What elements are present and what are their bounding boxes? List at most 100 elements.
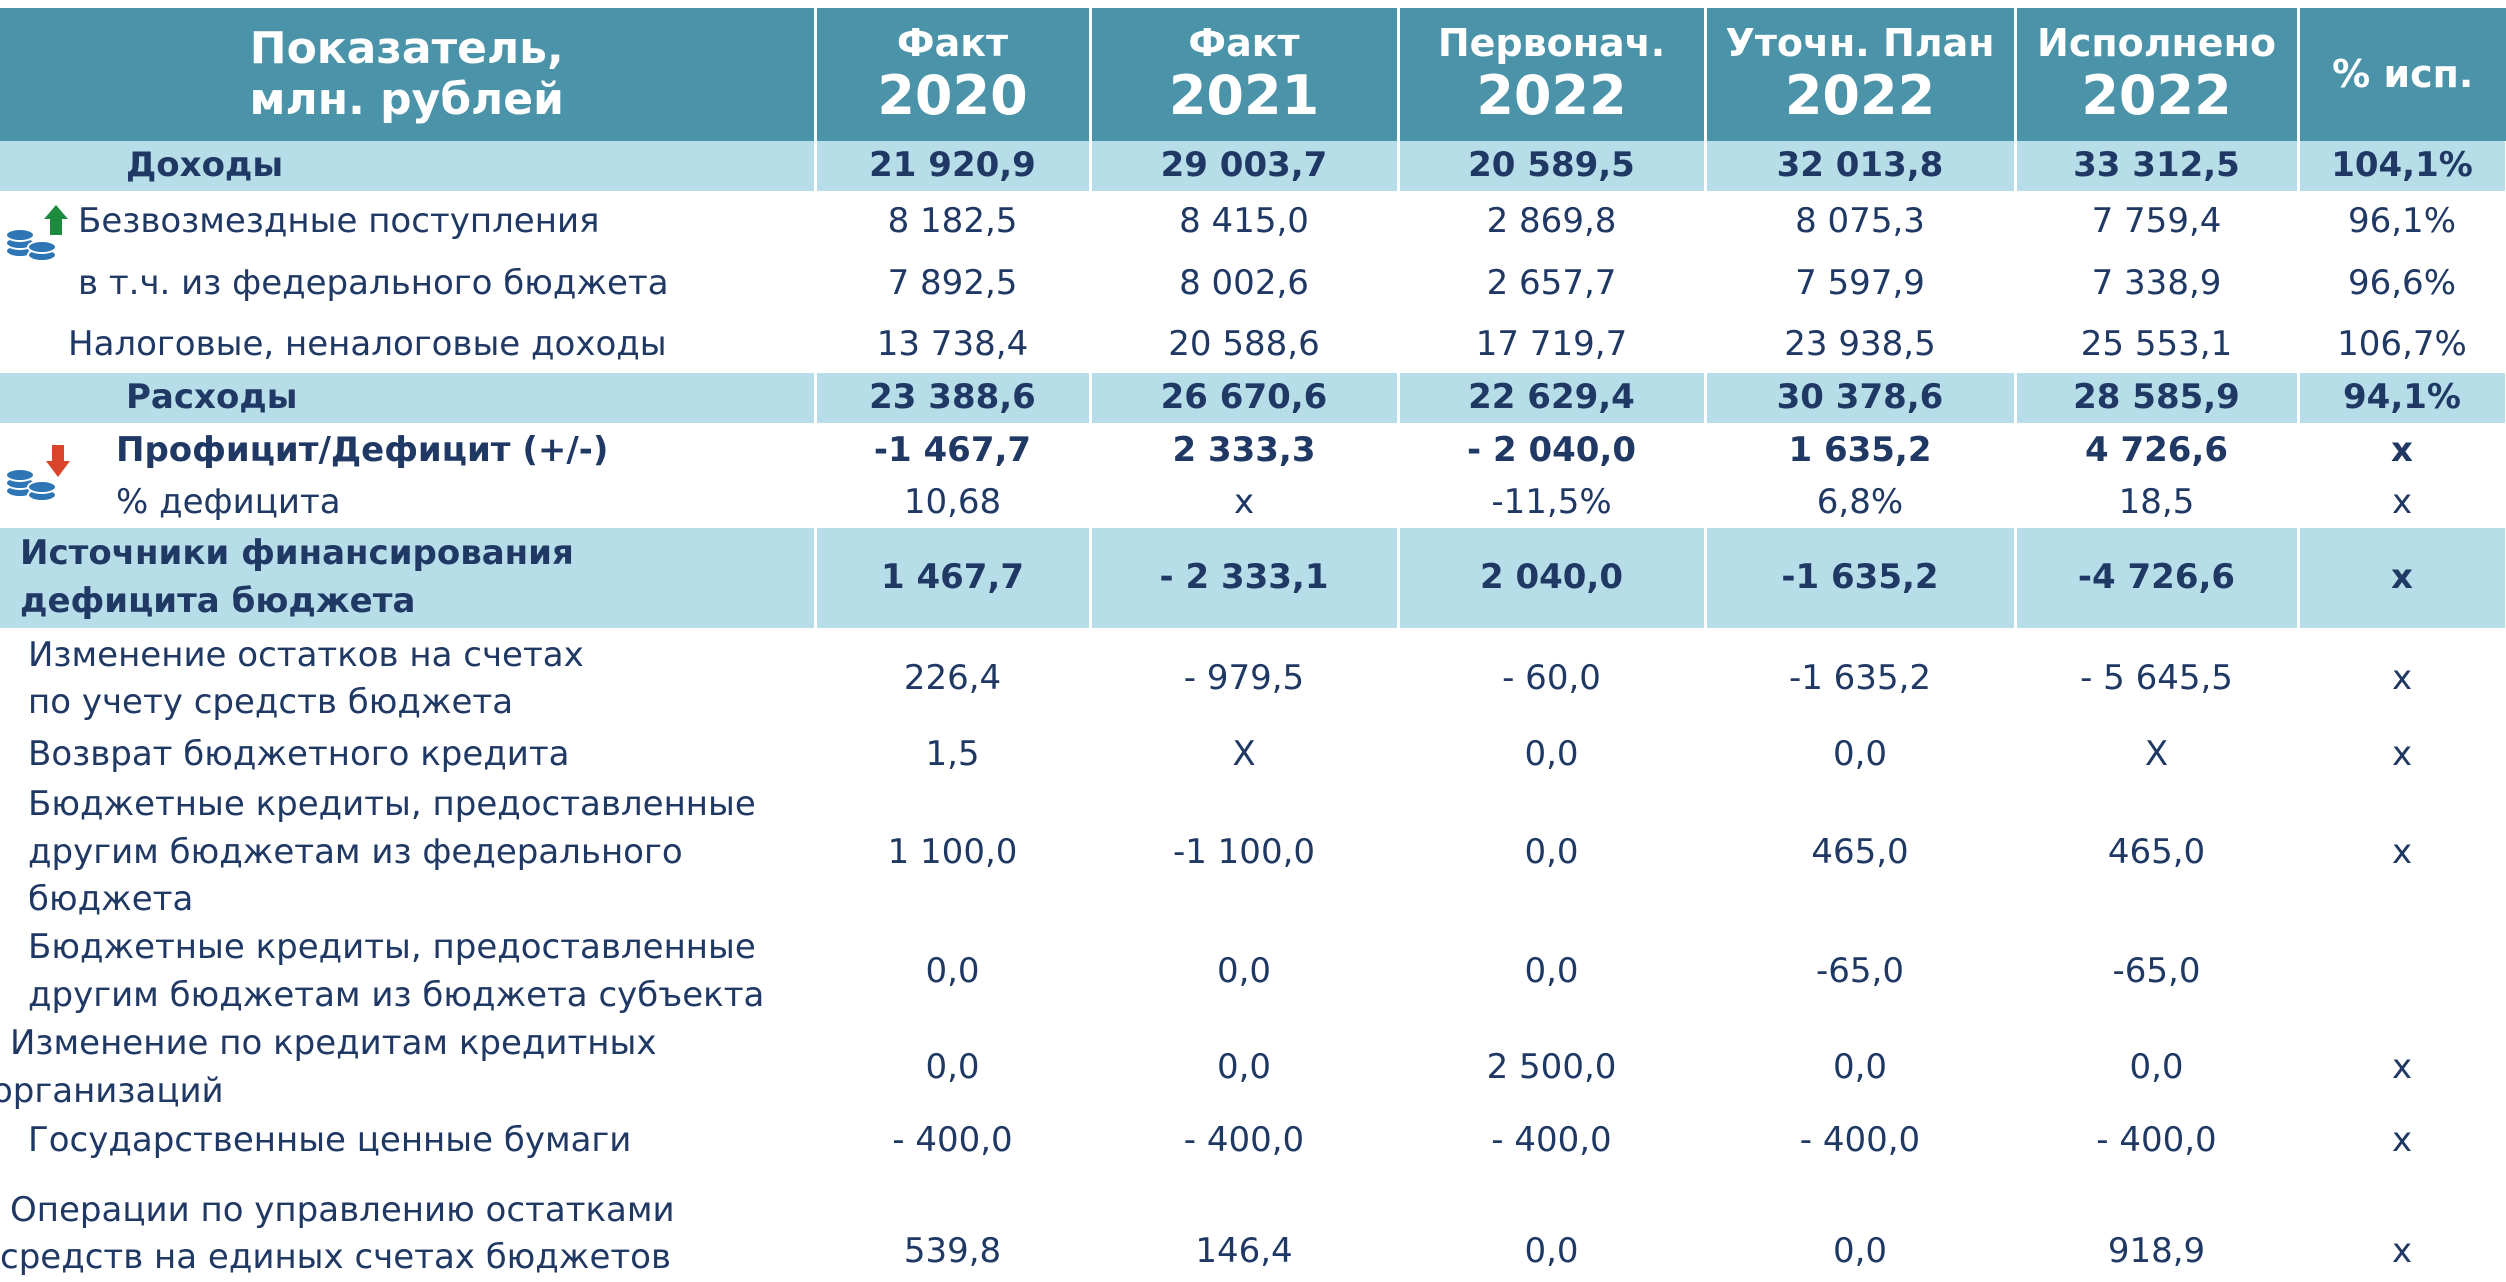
value: 23 388,6 [869, 377, 1036, 417]
value: -1 635,2 [1789, 658, 1931, 698]
label-line: Налоговые, неналоговые доходы [68, 324, 667, 364]
value: 1 467,7 [881, 557, 1024, 597]
table-row: Государственные ценные бумаги - 400,0 - 40… [0, 1116, 2506, 1167]
value-cell: 2 500,0 [1398, 1020, 1705, 1116]
value-cell: - 2 040,0 [1398, 424, 1705, 477]
value-cell: 25 553,1 [2015, 317, 2298, 373]
value: 2 869,8 [1487, 201, 1617, 241]
value: - 2 040,0 [1467, 430, 1636, 470]
value: - 400,0 [2096, 1120, 2216, 1160]
value: 1 635,2 [1788, 430, 1931, 470]
value-cell: 1 635,2 [1705, 424, 2015, 477]
value: 25 553,1 [2081, 324, 2232, 364]
value-cell: 0,0 [815, 924, 1090, 1020]
value-cell: x [2298, 1167, 2506, 1282]
value-cell: 23 388,6 [815, 373, 1090, 424]
value-cell: 13 738,4 [815, 317, 1090, 373]
label-line: Изменение остатков на счетах [28, 635, 584, 675]
value-cell: x [2298, 528, 2506, 629]
value: 7 892,5 [888, 263, 1018, 303]
value-cell: x [2298, 477, 2506, 528]
value: 0,0 [1217, 1047, 1271, 1087]
value: 104,1% [2331, 145, 2473, 185]
row-label: в т.ч. из федерального бюджета [0, 251, 815, 317]
value: 106,7% [2337, 324, 2467, 364]
row-label: Безвозмездные поступления [0, 192, 815, 251]
row-label: Налоговые, неналоговые доходы [0, 317, 815, 373]
value: 0,0 [1524, 1231, 1578, 1271]
header-year: 2022 [1707, 65, 2014, 127]
value-cell: 0,0 [1398, 924, 1705, 1020]
label-line: другим бюджетам из бюджета субъекта [28, 975, 764, 1015]
header-year: 2022 [1400, 65, 1704, 127]
value-cell: x [1090, 477, 1398, 528]
value-cell [2298, 924, 2506, 1020]
value: x [2392, 832, 2412, 872]
value: 0,0 [1833, 734, 1887, 774]
value-cell: -4 726,6 [2015, 528, 2298, 629]
value-cell: 0,0 [1705, 728, 2015, 781]
value: -1 467,7 [874, 430, 1031, 470]
label-line: Доходы [126, 145, 283, 185]
label-line: Операции по управлению остатками [10, 1190, 675, 1230]
value-cell: 7 338,9 [2015, 251, 2298, 317]
value: 8 415,0 [1179, 201, 1309, 241]
value-cell: -65,0 [2015, 924, 2298, 1020]
value: - 400,0 [1184, 1120, 1304, 1160]
header-cell: Показатель,млн. рублей [0, 8, 815, 141]
value: 0,0 [925, 1047, 979, 1087]
value: 33 312,5 [2073, 145, 2240, 185]
value-cell: - 400,0 [2015, 1116, 2298, 1167]
value-cell: 1,5 [815, 728, 1090, 781]
row-label: Государственные ценные бумаги [0, 1116, 815, 1167]
value: - 60,0 [1502, 658, 1601, 698]
value-cell: - 60,0 [1398, 629, 1705, 728]
value-cell: 23 938,5 [1705, 317, 2015, 373]
header-line: Первонач. [1400, 22, 1704, 66]
value: 7 338,9 [2092, 263, 2222, 303]
value-cell: -1 100,0 [1090, 781, 1398, 924]
header-line: Показатель, [0, 24, 814, 75]
value: -65,0 [1816, 951, 1904, 991]
value: 96,1% [2348, 201, 2456, 241]
value: 465,0 [2108, 832, 2205, 872]
value-cell: 226,4 [815, 629, 1090, 728]
value-cell: 0,0 [1090, 1020, 1398, 1116]
value: 18,5 [2119, 482, 2195, 522]
value-cell: 918,9 [2015, 1167, 2298, 1282]
value: 96,6% [2348, 263, 2456, 303]
value: 0,0 [2129, 1047, 2183, 1087]
value: 0,0 [1524, 951, 1578, 991]
value-cell: x [2298, 629, 2506, 728]
header-year: 2022 [2017, 65, 2297, 127]
value: -11,5% [1491, 482, 1611, 522]
value: - 979,5 [1184, 658, 1304, 698]
value: 13 738,4 [877, 324, 1028, 364]
value: 17 719,7 [1476, 324, 1627, 364]
value-cell: x [2298, 781, 2506, 924]
value: 0,0 [1524, 832, 1578, 872]
value-cell: 28 585,9 [2015, 373, 2298, 424]
value: -4 726,6 [2078, 557, 2235, 597]
value-cell: 8 182,5 [815, 192, 1090, 251]
value: -1 635,2 [1781, 557, 1938, 597]
value: - 2 333,1 [1160, 557, 1329, 597]
value-cell: X [2015, 728, 2298, 781]
value-cell: X [1090, 728, 1398, 781]
value-cell: 18,5 [2015, 477, 2298, 528]
header-cell: Первонач.2022 [1398, 8, 1705, 141]
